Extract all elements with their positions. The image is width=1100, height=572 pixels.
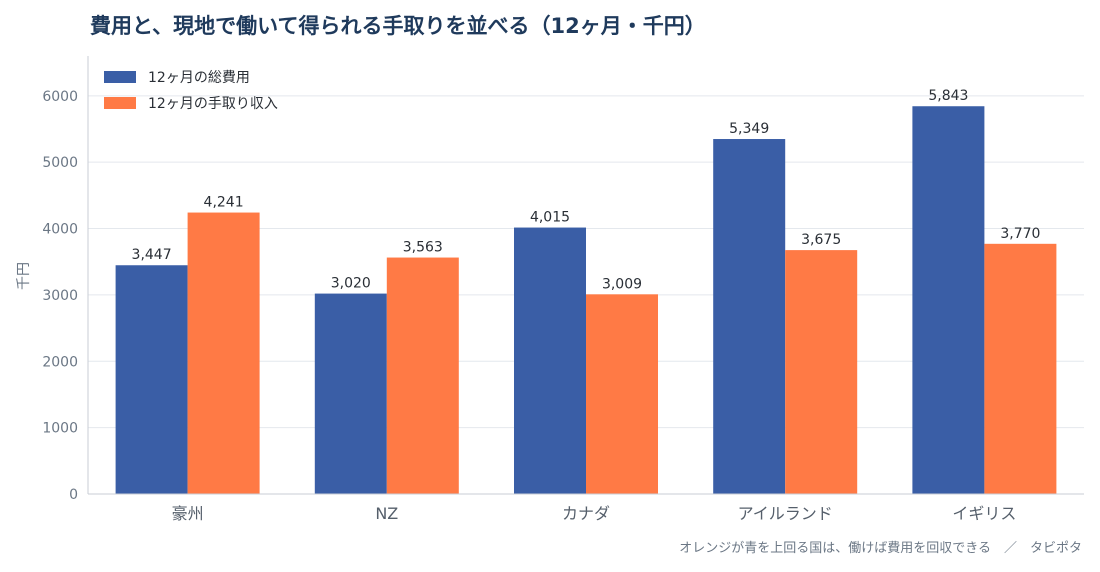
bar-net-income bbox=[586, 294, 658, 494]
x-category-label: 豪州 bbox=[172, 504, 204, 523]
legend: 12ヶ月の総費用 12ヶ月の手取り収入 bbox=[104, 70, 278, 112]
bar-net-income bbox=[785, 250, 858, 494]
bar-value-label: 3,563 bbox=[403, 240, 443, 256]
bars bbox=[115, 106, 1057, 495]
x-category-label: イギリス bbox=[952, 504, 1016, 523]
bar-value-label: 5,349 bbox=[729, 121, 769, 137]
y-axis-label: 千円 bbox=[16, 262, 32, 290]
y-tick-label: 4000 bbox=[42, 222, 78, 238]
bar-total-cost bbox=[314, 293, 387, 494]
y-tick-label: 0 bbox=[69, 487, 78, 503]
category-labels: 豪州 NZ カナダ アイルランド イギリス bbox=[172, 504, 1017, 523]
bar-total-cost bbox=[514, 227, 586, 495]
bar-net-income bbox=[984, 243, 1057, 494]
legend-label-net-income: 12ヶ月の手取り収入 bbox=[148, 96, 278, 112]
legend-swatch-net-income bbox=[104, 97, 136, 109]
legend-label-total-cost: 12ヶ月の総費用 bbox=[148, 70, 250, 86]
bar-value-label: 4,241 bbox=[204, 195, 244, 211]
x-category-label: カナダ bbox=[562, 504, 610, 523]
legend-swatch-total-cost bbox=[104, 71, 136, 83]
bar-net-income bbox=[187, 212, 260, 494]
x-category-label: アイルランド bbox=[738, 504, 833, 523]
value-labels: 3,447 4,241 3,020 3,563 4,015 3,009 5,349 3,675… bbox=[132, 88, 1041, 292]
bar-value-label: 3,447 bbox=[132, 247, 172, 263]
y-tick-label: 5000 bbox=[42, 155, 78, 171]
bar-value-label: 3,675 bbox=[801, 232, 841, 248]
bar-total-cost bbox=[115, 265, 188, 494]
bar-total-cost bbox=[912, 106, 985, 494]
bar-value-label: 3,020 bbox=[331, 276, 371, 292]
y-tick-label: 6000 bbox=[42, 89, 78, 105]
bar-value-label: 3,009 bbox=[602, 276, 642, 292]
x-category-label: NZ bbox=[375, 504, 398, 523]
y-tick-label: 3000 bbox=[42, 288, 78, 304]
bar-total-cost bbox=[713, 139, 786, 494]
y-axis-ticks: 0 1000 2000 3000 4000 5000 6000 bbox=[42, 89, 78, 503]
bar-value-label: 5,843 bbox=[928, 88, 968, 104]
bar-value-label: 4,015 bbox=[530, 210, 570, 226]
y-tick-label: 2000 bbox=[42, 354, 78, 370]
bar-net-income bbox=[386, 257, 459, 494]
y-tick-label: 1000 bbox=[42, 421, 78, 437]
footer-note: オレンジが青を上回る国は、働けば費用を回収できる ／ タビポタ bbox=[679, 541, 1082, 556]
bar-value-label: 3,770 bbox=[1000, 226, 1040, 242]
chart-title: 費用と、現地で働いて得られる手取りを並べる（12ヶ月・千円） bbox=[90, 14, 706, 38]
